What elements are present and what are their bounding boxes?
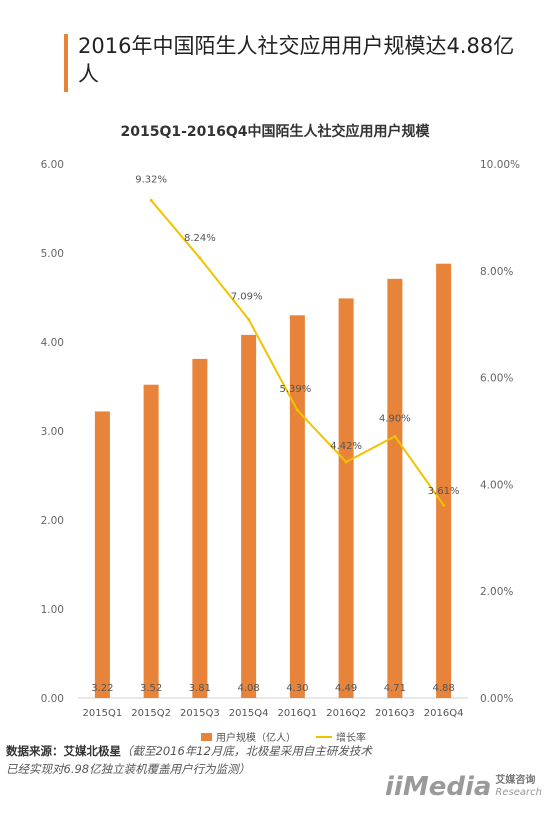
bar-value-label: 4.30: [286, 683, 308, 694]
y-left-tick-label: 0.00: [41, 693, 64, 705]
heading-accent-bar: [64, 34, 68, 92]
bar: [289, 315, 305, 698]
bar-value-label: 3.22: [91, 683, 113, 694]
bar-value-label: 3.52: [140, 683, 162, 694]
y-left-tick-label: 5.00: [41, 248, 64, 260]
x-tick-label: 2015Q3: [180, 708, 220, 719]
growth-rate-point: [247, 317, 251, 321]
y-right-tick-label: 4.00%: [480, 479, 513, 491]
bar: [192, 358, 208, 698]
page-heading-text: 2016年中国陌生人社交应用用户规模达4.88亿人: [78, 34, 515, 86]
y-right-tick-label: 8.00%: [480, 266, 513, 278]
page-heading: 2016年中国陌生人社交应用用户规模达4.88亿人: [78, 32, 528, 88]
x-tick-label: 2015Q1: [83, 708, 123, 719]
bar-value-label: 4.88: [432, 683, 454, 694]
bar: [143, 384, 159, 698]
bar-value-label: 4.08: [237, 683, 259, 694]
logo-cn-text: 艾媒咨询: [495, 775, 536, 786]
data-source: 数据来源：艾媒北极星（截至2016年12月底，北极星采用自主研发技术已经实现对6…: [6, 742, 374, 778]
y-left-tick-label: 3.00: [41, 426, 64, 438]
logo-en-text: Research: [495, 787, 542, 798]
brand-logo: iiMedia 艾媒咨询 Research: [385, 772, 542, 802]
x-tick-label: 2015Q4: [229, 708, 269, 719]
logo-text: 艾媒咨询 Research: [495, 775, 542, 799]
logo-mark: iiMedia: [385, 772, 492, 802]
bar: [338, 298, 354, 698]
source-note: （截至2016年12月底，北极星采用自主研发技术已经实现对6.98亿独立装机覆盖…: [6, 744, 372, 776]
y-left-tick-label: 1.00: [41, 604, 64, 616]
y-right-tick-label: 0.00%: [480, 693, 513, 705]
bar-value-label: 4.49: [335, 683, 357, 694]
growth-rate-point: [442, 503, 446, 507]
growth-rate-point: [393, 434, 397, 438]
source-label: 数据来源：艾媒北极星: [6, 744, 121, 758]
x-tick-label: 2016Q1: [278, 708, 318, 719]
x-tick-label: 2015Q2: [131, 708, 171, 719]
x-tick-label: 2016Q2: [326, 708, 366, 719]
growth-rate-point: [295, 408, 299, 412]
growth-rate-point: [198, 256, 202, 260]
y-left-tick-label: 4.00: [41, 337, 64, 349]
y-left-tick-label: 6.00: [41, 159, 64, 171]
bar: [94, 411, 110, 698]
growth-rate-label: 9.32%: [135, 174, 167, 185]
growth-rate-label: 7.09%: [231, 291, 263, 302]
bar: [241, 334, 257, 698]
y-right-tick-label: 10.00%: [480, 159, 520, 171]
bar: [387, 278, 403, 698]
growth-rate-label: 4.90%: [379, 413, 411, 424]
growth-rate-label: 8.24%: [184, 233, 216, 244]
growth-rate-label: 4.42%: [330, 441, 362, 452]
legend-label-line: 增长率: [336, 731, 366, 744]
legend-label-bars: 用户规模（亿人）: [216, 731, 296, 744]
growth-rate-label: 3.61%: [428, 486, 460, 497]
x-tick-label: 2016Q3: [375, 708, 415, 719]
bar-value-label: 3.81: [189, 683, 211, 694]
growth-rate-label: 5.39%: [279, 384, 311, 395]
y-right-tick-label: 2.00%: [480, 586, 513, 598]
legend-swatch-bars: [201, 733, 212, 741]
bar: [436, 263, 452, 698]
bar-value-label: 4.71: [384, 683, 406, 694]
chart-title: 2015Q1-2016Q4中国陌生人社交应用用户规模: [120, 124, 430, 140]
y-left-tick-label: 2.00: [41, 515, 64, 527]
growth-rate-point: [344, 460, 348, 464]
growth-rate-point: [149, 198, 153, 202]
x-tick-label: 2016Q4: [424, 708, 464, 719]
y-right-tick-label: 6.00%: [480, 373, 513, 385]
